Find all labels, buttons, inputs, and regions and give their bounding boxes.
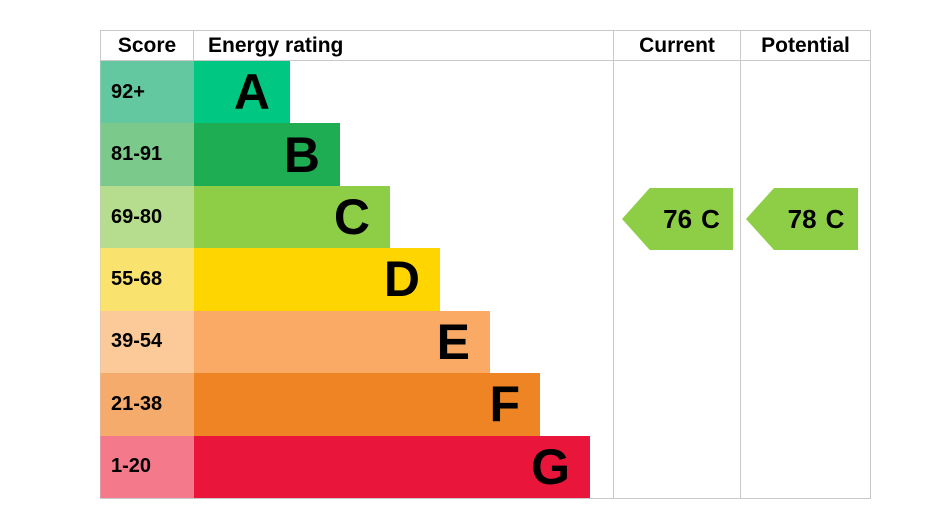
band-row-g: 1-20 G [100,435,871,498]
band-letter: A [233,64,270,121]
rating-cell: A [194,61,613,124]
current-cell [613,248,740,311]
rating-cell: E [194,310,613,374]
current-cell [613,310,740,374]
rating-cell: C [194,185,613,249]
band-row-d: 55-68 D [100,248,871,311]
band-row-b: 81-91 B [100,123,871,186]
score-cell: 81-91 [100,123,194,186]
potential-column-header: Potential [740,31,871,60]
score-cell: 39-54 [100,310,194,374]
current-rating-value: 76 [663,203,693,234]
score-cell: 92+ [100,61,194,124]
rating-cell: D [194,248,613,311]
header-row: Score Energy rating Current Potential [100,30,871,61]
score-cell: 69-80 [100,185,194,249]
band-letter: B [283,126,320,183]
current-cell [613,61,740,124]
potential-cell [740,310,871,374]
current-rating-band: C [701,203,720,234]
current-cell [613,373,740,436]
band-row-f: 21-38 F [100,373,871,436]
rating-cell: F [194,373,613,436]
rating-cell: B [194,123,613,186]
band-bar: D [194,248,440,311]
band-bar: G [194,435,590,498]
score-cell: 21-38 [100,373,194,436]
band-letter: C [333,189,370,246]
energy-rating-column-header: Energy rating [194,31,613,60]
band-bar: C [194,185,390,249]
potential-rating-value: 78 [787,203,817,234]
potential-cell [740,373,871,436]
band-bar: A [194,61,290,124]
band-bar: F [194,373,540,436]
band-letter: E [436,313,470,370]
epc-rating-chart: Score Energy rating Current Potential 92… [100,30,871,499]
current-cell [613,435,740,498]
band-row-a: 92+ A [100,61,871,124]
potential-rating-band: C [825,203,845,234]
current-cell [613,123,740,186]
potential-cell [740,123,871,186]
band-letter: F [489,376,520,433]
potential-rating-arrow: 78 C [746,188,858,250]
band-row-e: 39-54 E [100,310,871,374]
band-bar: B [194,123,340,186]
rating-cell: G [194,435,613,498]
potential-cell [740,248,871,311]
band-letter: G [531,438,570,495]
score-cell: 1-20 [100,435,194,498]
score-cell: 55-68 [100,248,194,311]
band-letter: D [383,251,420,308]
potential-cell [740,435,871,498]
score-column-header: Score [100,31,194,60]
current-column-header: Current [613,31,740,60]
band-bar: E [194,310,490,374]
potential-cell [740,61,871,124]
